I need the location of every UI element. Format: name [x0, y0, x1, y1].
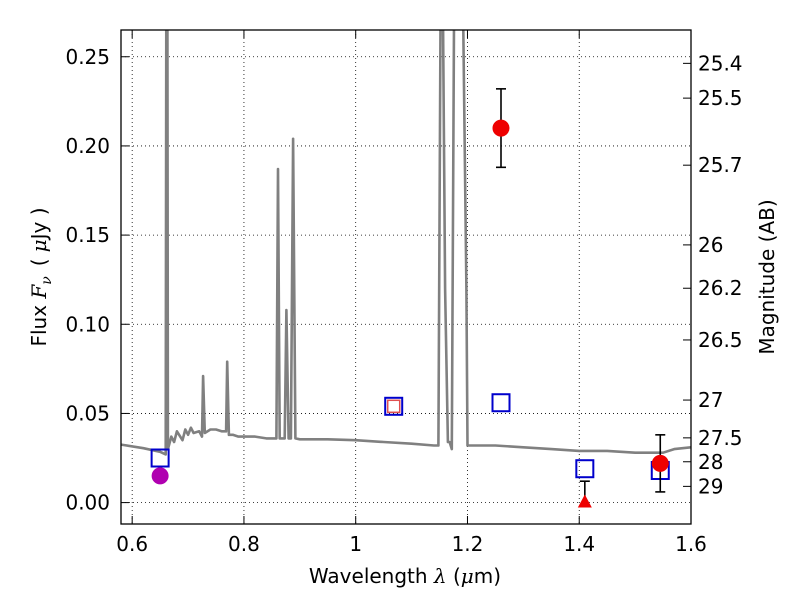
y-axis-symbol-nu: ν	[39, 276, 55, 285]
y-tick-label-1: 0.05	[65, 401, 110, 425]
y2-tick-label-1: 25.5	[698, 86, 743, 110]
y2-tick-label-4: 26.2	[698, 276, 743, 300]
plot-area	[121, 30, 691, 508]
y-tick-label-3: 0.15	[65, 223, 110, 247]
y2-tick-label-7: 27.5	[698, 426, 743, 450]
y-tick-label-4: 0.20	[65, 134, 110, 158]
model-photometry-square-0	[150, 448, 170, 468]
plot-frame	[120, 29, 692, 525]
x-tick-label-3: 1.2	[452, 532, 484, 556]
observed-point-1	[492, 119, 510, 137]
axis-ticks: 0.6 0.8 1 1.2 1.4 1.6 0.00 0.05 0.10 0.15 0.20 0.25…	[65, 30, 743, 556]
grid-lines	[121, 30, 692, 524]
y2-tick-label-9: 29	[698, 474, 723, 498]
y-tick-label-0: 0.00	[65, 491, 110, 515]
x-tick-label-2: 1	[349, 532, 362, 556]
y2-tick-label-8: 28	[698, 450, 723, 474]
y-axis-symbol-F: F	[27, 284, 51, 300]
model-photometry-square-3	[491, 393, 511, 413]
x-axis-label: Wavelength λ (μm)	[309, 564, 501, 588]
y-tick-label-2: 0.10	[65, 312, 110, 336]
model-spectrum-line	[121, 30, 691, 456]
x-tick-label-1: 0.8	[228, 532, 260, 556]
y2-tick-label-3: 26	[698, 233, 723, 257]
y2-tick-label-5: 26.5	[698, 328, 743, 352]
y-axis-label: Flux Fν(μJy )	[27, 207, 55, 346]
upper-limit-triangle-0	[577, 494, 592, 508]
observed-point-2	[651, 454, 669, 472]
model-photometry-square-2	[386, 399, 401, 414]
x-tick-label-0: 0.6	[116, 532, 148, 556]
y2-tick-label-0: 25.4	[698, 51, 743, 75]
y2-tick-label-2: 25.7	[698, 153, 743, 177]
model-photometry-square-4	[575, 459, 595, 479]
x-tick-label-5: 1.6	[675, 532, 707, 556]
x-tick-label-4: 1.4	[563, 532, 595, 556]
observed-point-0	[151, 467, 169, 485]
y2-axis-label: Magnitude (AB)	[755, 199, 779, 354]
model-photometry-square-1	[384, 396, 404, 416]
y-tick-label-5: 0.25	[65, 45, 110, 69]
y2-tick-label-6: 27	[698, 388, 723, 412]
